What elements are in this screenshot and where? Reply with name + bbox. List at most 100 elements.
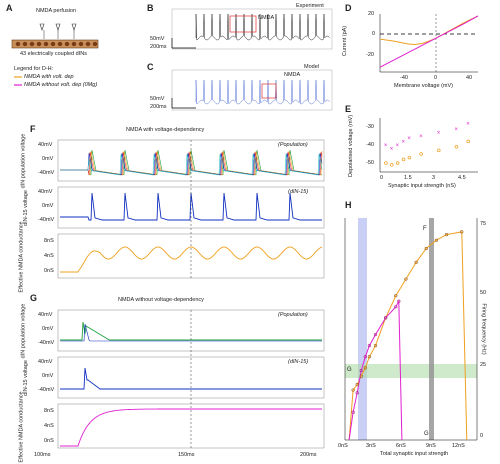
panel-b-scale-t: 200ms (150, 44, 167, 50)
d-xtick-2: 40 (466, 75, 473, 81)
panel-a-title: NMDA perfusion (36, 8, 77, 14)
f-r0-t1: 0mV (42, 156, 54, 162)
e-ytick-0: -30 (366, 124, 374, 130)
f-r0-ylabel: dIN population voltage (20, 133, 27, 189)
d-ylabel: Current (pA) (342, 25, 349, 57)
h-xlabel: Total synaptic input strength (380, 451, 449, 457)
h-point (359, 369, 363, 373)
f-r1-t2: -40mV (38, 217, 55, 223)
f-r2-ylabel: Effective NMDA conductance (18, 221, 25, 293)
h-point (414, 260, 418, 265)
panel-f-plots (57, 139, 325, 279)
h-point (367, 355, 371, 359)
g-r0-t0: 40mV (38, 312, 53, 318)
panel-c-scale-t: 200ms (150, 104, 167, 110)
dIN-cell (15, 41, 21, 47)
g-r1-t1: 0mV (42, 373, 54, 379)
d-ytick-2: -20 (366, 52, 374, 58)
legend-item-orange: NMDA with volt. dep (24, 74, 74, 80)
panel-d-plot (379, 14, 479, 73)
h-point (394, 294, 398, 298)
e-point-orange (407, 155, 412, 160)
e-xtick-2: 3 (432, 175, 436, 181)
dIN-cell (78, 41, 84, 47)
panel-g-letter: G (30, 293, 38, 303)
f-row0-tag: (Population) (278, 142, 308, 148)
d-ytick-0: 20 (368, 11, 375, 17)
h-ytick-3: 0 (480, 433, 484, 439)
e-point-magenta: × (454, 127, 458, 133)
d-xtick-0: -40 (400, 75, 408, 81)
dIN-cell (92, 41, 98, 47)
h-xtick-1: 3nS (366, 443, 376, 449)
panel-d-letter: D (345, 3, 352, 13)
e-ytick-2: -50 (366, 160, 374, 166)
panel-h-plot (344, 218, 478, 441)
e-point-magenta: × (384, 143, 388, 149)
dIN-cell (22, 41, 28, 47)
panel-c-letter: C (147, 62, 154, 72)
dIN-cell (85, 41, 91, 47)
h-point (460, 230, 464, 234)
h-point (359, 374, 363, 378)
dIN-cell (64, 41, 70, 47)
h-point (397, 299, 401, 303)
panel-g-plots (57, 309, 325, 449)
e-xtick-1: 1.5 (404, 175, 412, 181)
e-ylabel: Depolarised voltage (mV) (348, 114, 355, 178)
panel-a-letter: A (6, 3, 13, 13)
d-xtick-1: 0 (434, 75, 438, 81)
panel-b-label: Experiment (296, 3, 324, 9)
g-r2-t1: 4nS (44, 423, 54, 429)
h-point (434, 238, 438, 242)
g-r2-t2: 0nS (44, 438, 54, 444)
panel-h-letter: H (345, 200, 352, 210)
panel-a-subtitle: 43 electrically coupled dINs (20, 51, 87, 57)
panel-e-plot: ××××× ×××× (379, 118, 478, 173)
dIN-cell (29, 41, 35, 47)
f-r2-t0: 8nS (44, 238, 54, 244)
f-r1-t1: 0mV (42, 203, 54, 209)
grey-bar (429, 218, 434, 440)
e-point-magenta: × (407, 136, 411, 142)
e-point-orange (419, 152, 423, 156)
g-r0-ylabel: dIN population voltage (20, 303, 27, 359)
panel-f-title: NMDA with voltage-dependency (126, 127, 205, 133)
g-time-tick-1: 150ms (178, 452, 195, 458)
d-xlabel: Membrane voltage (mV) (394, 83, 453, 89)
e-xtick-0: 0 (380, 175, 384, 181)
g-row0-tag: (Population) (278, 312, 308, 318)
h-ytick-2: 25 (480, 362, 487, 368)
h-point (404, 277, 408, 281)
f-r0-t2: -40mV (38, 170, 55, 176)
g-r2-ylabel: Effective NMDA conductance (18, 391, 25, 463)
panel-f-letter: F (30, 124, 36, 134)
green-band (345, 364, 477, 378)
e-point-magenta: × (437, 130, 441, 136)
e-point-orange (401, 157, 406, 162)
g-r0-t2: -40mV (38, 340, 55, 346)
g-time-tick-2: 200ms (300, 452, 317, 458)
g-time-tick-0: 100ms (34, 452, 51, 458)
h-point (373, 332, 378, 337)
panel-b-trace-label: NMDA (258, 15, 275, 21)
dIN-cell (71, 41, 77, 47)
g-row1-tag: (dIN-15) (288, 359, 309, 365)
h-point (444, 233, 449, 237)
panel-a-legend-title: Legend for D-H: (14, 66, 54, 72)
f-r1-t0: 40mV (38, 189, 53, 195)
h-point (363, 355, 367, 359)
h-point (394, 305, 398, 309)
h-ytick-0: 75 (480, 221, 487, 227)
dIN-cells (15, 41, 98, 47)
panel-g-title: NMDA without voltage-dependency (118, 297, 204, 303)
h-point (373, 344, 378, 348)
panel-c-trace-label: NMDA (284, 72, 301, 78)
e-xtick-3: 4.5 (458, 175, 466, 181)
e-xlabel: Synaptic input strength (nS) (388, 183, 456, 189)
f-row1-tag: (dIN-15) (288, 189, 309, 195)
h-point (384, 316, 388, 320)
perfusion-pipettes (39, 23, 77, 31)
panel-b-letter: B (147, 3, 154, 13)
e-point-magenta: × (396, 143, 400, 149)
